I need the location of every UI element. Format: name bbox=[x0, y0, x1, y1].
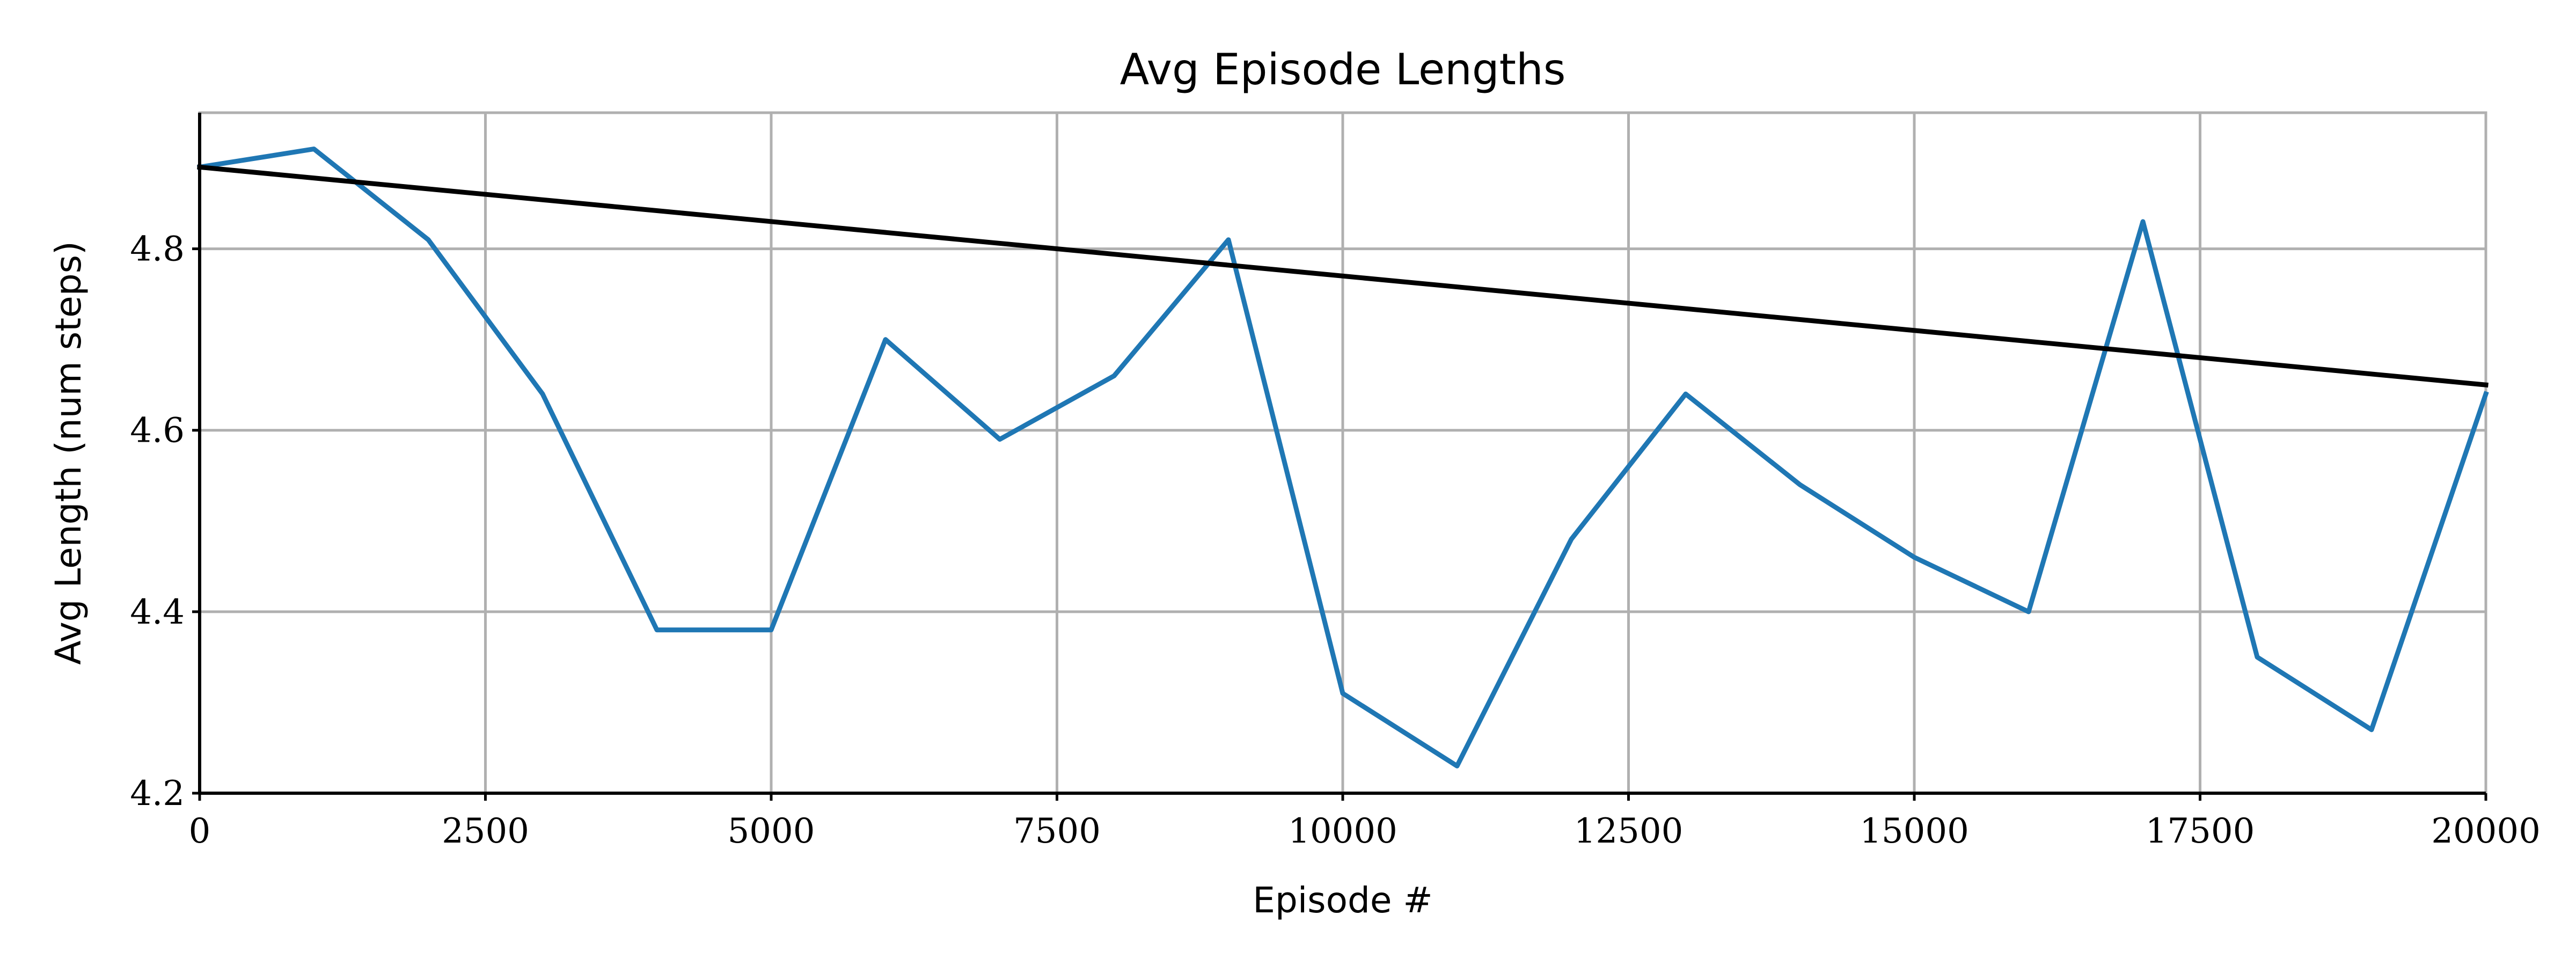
x-tick-label: 0 bbox=[189, 811, 211, 851]
x-tick-label: 7500 bbox=[1013, 811, 1101, 851]
y-axis-ticks: 4.2 4.4 4.6 4.8 bbox=[130, 230, 200, 814]
trend-line bbox=[197, 164, 2489, 388]
x-tick-label: 17500 bbox=[2146, 811, 2255, 851]
y-axis-label: Avg Length (num steps) bbox=[48, 241, 89, 664]
x-tick-label: 15000 bbox=[1860, 811, 1969, 851]
series-layer bbox=[196, 147, 2489, 769]
y-tick-label: 4.2 bbox=[130, 774, 185, 814]
y-tick-label: 4.8 bbox=[130, 230, 185, 269]
x-axis-ticks: 0 2500 5000 7500 10000 12500 15000 17500 20000 bbox=[189, 793, 2541, 851]
x-tick-label: 10000 bbox=[1288, 811, 1397, 851]
x-axis-label: Episode # bbox=[1253, 880, 1432, 921]
x-tick-label: 5000 bbox=[728, 811, 815, 851]
x-tick-label: 20000 bbox=[2431, 811, 2541, 851]
y-tick-label: 4.4 bbox=[130, 592, 185, 632]
series-line bbox=[196, 147, 2489, 769]
chart-title: Avg Episode Lengths bbox=[1120, 45, 1566, 94]
y-tick-label: 4.6 bbox=[130, 411, 185, 451]
x-tick-label: 12500 bbox=[1574, 811, 1684, 851]
x-tick-label: 2500 bbox=[442, 811, 529, 851]
